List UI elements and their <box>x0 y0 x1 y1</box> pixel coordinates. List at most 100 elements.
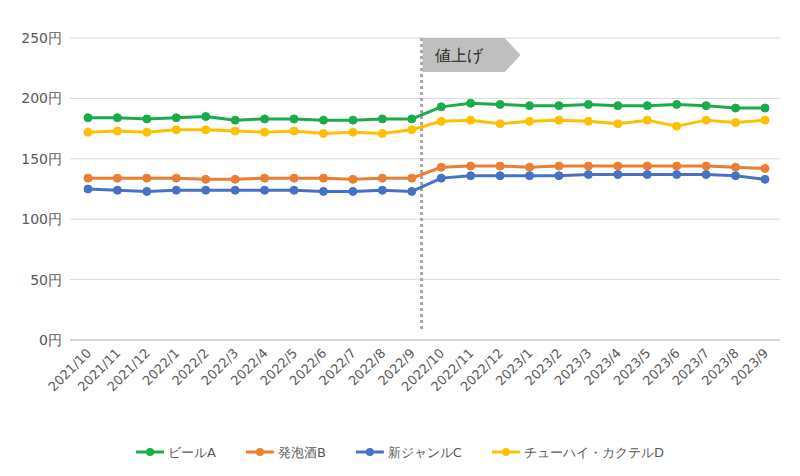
series-marker <box>319 129 327 137</box>
series-marker <box>555 172 563 180</box>
y-tick-label: 150円 <box>21 151 62 167</box>
series-marker <box>378 115 386 123</box>
series-marker <box>467 99 475 107</box>
grid-line <box>70 219 780 220</box>
series-marker <box>143 174 151 182</box>
series-marker <box>143 187 151 195</box>
series-marker <box>113 174 121 182</box>
series-marker <box>643 116 651 124</box>
series-marker <box>761 104 769 112</box>
series-marker <box>673 171 681 179</box>
y-tick-label: 200円 <box>21 90 62 106</box>
legend-label: チューハイ・カクテルD <box>524 445 664 460</box>
series-marker <box>496 162 504 170</box>
legend: ビールA 発泡酒B 新ジャンルC チューハイ・カクテルD <box>136 445 664 460</box>
series-marker <box>408 126 416 134</box>
series-marker <box>555 116 563 124</box>
series-marker <box>584 100 592 108</box>
y-tick-label: 0円 <box>39 332 62 348</box>
series-marker <box>84 114 92 122</box>
grid-line <box>70 279 780 280</box>
series-marker <box>437 163 445 171</box>
series-marker <box>702 102 710 110</box>
series-marker <box>732 119 740 127</box>
legend-item: ビールA <box>136 445 216 460</box>
series-marker <box>290 115 298 123</box>
series-marker <box>614 171 622 179</box>
series-marker <box>643 162 651 170</box>
series-marker <box>202 113 210 121</box>
legend-marker <box>366 448 374 456</box>
series-marker <box>378 129 386 137</box>
series-line <box>88 166 765 179</box>
series-marker <box>614 120 622 128</box>
series-marker <box>349 128 357 136</box>
series-marker <box>202 175 210 183</box>
series-line <box>88 175 765 192</box>
series-marker <box>643 171 651 179</box>
y-tick-label: 250円 <box>21 30 62 46</box>
x-tick-label: 2022/12 <box>457 346 506 395</box>
series-marker <box>732 104 740 112</box>
legend-marker <box>256 448 264 456</box>
series-marker <box>143 128 151 136</box>
y-tick-label: 100円 <box>21 211 62 227</box>
series-marker <box>172 186 180 194</box>
series-marker <box>231 116 239 124</box>
series-marker <box>172 114 180 122</box>
legend-item: チューハイ・カクテルD <box>492 445 664 460</box>
series-marker <box>496 100 504 108</box>
series-marker <box>202 186 210 194</box>
series-marker <box>761 116 769 124</box>
series-marker <box>290 186 298 194</box>
series-marker <box>437 174 445 182</box>
series-marker <box>614 102 622 110</box>
legend-marker <box>146 448 154 456</box>
series-marker <box>84 185 92 193</box>
series-marker <box>496 172 504 180</box>
series-marker <box>172 174 180 182</box>
grid-line <box>70 340 780 341</box>
series-marker <box>584 171 592 179</box>
series-marker <box>319 187 327 195</box>
y-tick-label: 50円 <box>30 272 62 288</box>
x-tick-label: 2021/12 <box>104 346 153 395</box>
series-marker <box>702 171 710 179</box>
series-marker <box>143 115 151 123</box>
series-marker <box>526 172 534 180</box>
annotation-text: 値上げ <box>435 46 484 65</box>
series-marker <box>614 162 622 170</box>
series-marker <box>408 115 416 123</box>
series-marker <box>761 164 769 172</box>
series-marker <box>732 163 740 171</box>
series-marker <box>761 175 769 183</box>
legend-label: 新ジャンルC <box>388 445 462 460</box>
series-marker <box>526 117 534 125</box>
series-marker <box>113 114 121 122</box>
series-marker <box>349 116 357 124</box>
series-marker <box>261 174 269 182</box>
series-marker <box>231 127 239 135</box>
series-marker <box>555 102 563 110</box>
series-marker <box>437 103 445 111</box>
series-marker <box>437 117 445 125</box>
series-marker <box>113 127 121 135</box>
legend-item: 新ジャンルC <box>356 445 462 460</box>
x-axis-line <box>70 340 780 341</box>
chart: 0円50円100円150円200円250円2021/102021/112021/… <box>0 0 800 476</box>
series-marker <box>673 162 681 170</box>
series-marker <box>349 175 357 183</box>
series-marker <box>584 117 592 125</box>
series-marker <box>467 162 475 170</box>
series-marker <box>172 126 180 134</box>
series-marker <box>113 186 121 194</box>
legend-item: 発泡酒B <box>246 445 326 460</box>
x-tick-label: 2023/9 <box>728 346 771 389</box>
series-marker <box>408 174 416 182</box>
series-marker <box>702 116 710 124</box>
series-marker <box>555 162 563 170</box>
series-marker <box>261 186 269 194</box>
series-line <box>88 120 765 133</box>
series-marker <box>643 102 651 110</box>
series-marker <box>349 187 357 195</box>
